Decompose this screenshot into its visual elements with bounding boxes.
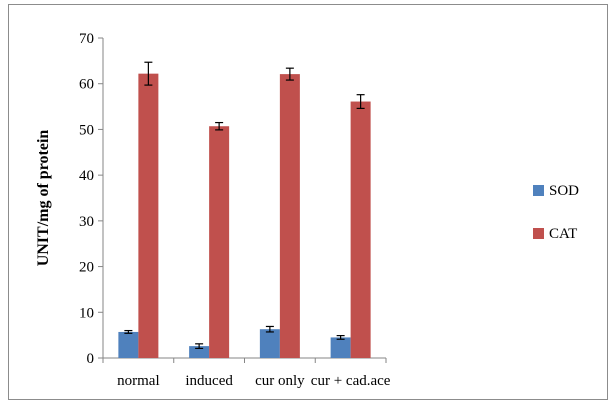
bar-cat [279,74,300,358]
y-tick-label: 30 [79,214,94,230]
error-bars [124,61,365,349]
y-axis-title: UNIT/mg of protein [35,130,52,267]
y-tick-labels: 0 10 20 30 40 50 60 70 [79,31,94,367]
y-tick-label: 60 [79,77,94,93]
bar-sod [118,331,139,358]
y-tick-label: 70 [79,31,94,47]
legend-swatch-cat [533,228,544,239]
chart-frame [8,4,608,400]
x-tick-label: cur + cad.ace [311,373,391,389]
bar-sod [259,329,280,358]
bar-cat [138,73,159,359]
legend-swatch-sod [533,185,544,196]
legend-label-sod: SOD [549,183,579,199]
bar-cat [209,126,230,358]
y-tick-label: 0 [87,351,95,367]
x-tick-labels: normal induced cur only cur + cad.ace [117,373,391,389]
legend: SOD CAT [533,183,579,242]
y-tick-label: 50 [79,122,94,138]
bar-sod [330,337,351,358]
x-tick-label: induced [185,373,233,389]
y-tick-label: 10 [79,305,94,321]
bar-sod [189,346,210,358]
y-tick-label: 40 [79,168,94,184]
x-tick-label: cur only [255,373,305,389]
x-tick-label: normal [117,373,160,389]
legend-label-cat: CAT [549,226,577,242]
y-tick-label: 20 [79,260,94,276]
bar-cat [350,101,371,359]
bars [118,73,371,359]
